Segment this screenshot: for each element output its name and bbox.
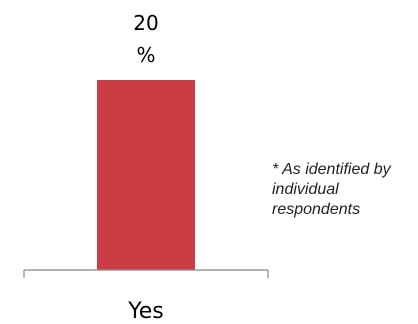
data-label-value: 20: [133, 11, 158, 35]
bars-group: [97, 80, 195, 270]
bar-yes: [97, 80, 195, 270]
footnote: * As identified by individual respondent…: [272, 161, 391, 218]
labels-group: 20% Yes: [127, 11, 164, 324]
data-label-unit: %: [136, 43, 155, 67]
category-label-yes: Yes: [127, 299, 164, 324]
x-axis: [23, 269, 269, 278]
